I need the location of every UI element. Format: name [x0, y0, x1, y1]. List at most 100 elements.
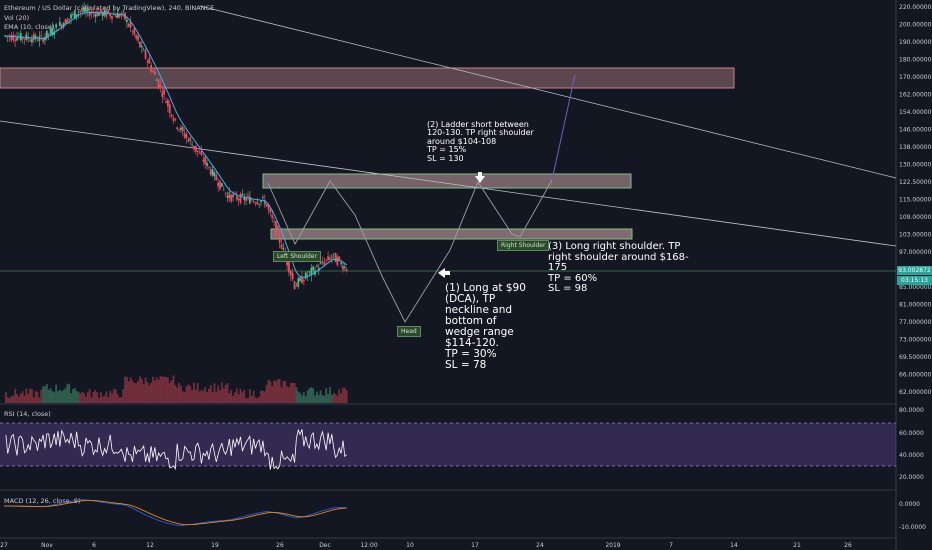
price-tick-label: 190.000000: [899, 39, 932, 46]
trendline-upper[interactable]: [199, 5, 897, 179]
candle-body: [265, 203, 268, 207]
rsi-tick-40: 40.0000: [899, 452, 924, 459]
volume-bar: [265, 384, 268, 403]
volume-bar: [40, 389, 43, 403]
candle-body: [301, 276, 303, 284]
volume-bar: [230, 389, 233, 403]
candle-body: [222, 189, 225, 191]
candle-body: [159, 84, 162, 87]
candle-body: [252, 201, 255, 203]
volume-bar: [105, 391, 108, 403]
note-ladder-short[interactable]: (2) Ladder short between 120-130. TP rig…: [427, 120, 534, 163]
candle-body: [14, 39, 17, 42]
candle-body: [282, 248, 285, 250]
volume-bar: [161, 376, 164, 403]
volume-bar: [36, 391, 39, 403]
candle-body: [176, 127, 179, 130]
volume-bar: [75, 390, 78, 403]
neckline-zone[interactable]: [270, 228, 633, 240]
volume-bar: [196, 383, 199, 403]
volume-bar: [27, 393, 30, 403]
candle-body: [21, 36, 24, 40]
volume-bar: [146, 381, 149, 403]
candles-group: [4, 2, 348, 291]
candle-body: [155, 80, 158, 82]
time-tick-label: 10: [406, 542, 414, 549]
candle-body: [172, 118, 175, 122]
time-tick-label: 26: [276, 542, 284, 549]
volume-bar: [45, 384, 48, 403]
volume-bar: [254, 397, 257, 403]
volume-bar: [31, 389, 33, 403]
volume-bar: [323, 395, 326, 403]
price-tick-label: 62.000000: [899, 389, 932, 396]
volume-bar: [286, 386, 288, 403]
time-tick-label: 2019: [605, 542, 620, 549]
price-tick-label: 81.000000: [899, 302, 932, 309]
volume-bar: [289, 382, 292, 403]
note-long-dca[interactable]: (1) Long at $90 (DCA), TP neckline and b…: [445, 282, 526, 372]
volume-bar: [226, 383, 229, 403]
candle-body: [131, 30, 134, 32]
candle-body: [312, 266, 315, 271]
candle-body: [47, 33, 50, 35]
volume-bar: [58, 389, 61, 403]
volume-group: [4, 375, 348, 403]
price-tick-label: 122.500000: [899, 179, 932, 186]
trendline-lower[interactable]: [0, 120, 897, 247]
candle-body: [345, 269, 348, 272]
current-price-tag: 93.002872: [897, 266, 932, 275]
volume-bar: [209, 385, 212, 403]
left-arrow-icon: [438, 268, 445, 278]
candle-body: [49, 28, 52, 34]
volume-bar: [170, 380, 173, 403]
volume-bar: [34, 391, 37, 403]
down-arrow-icon: [475, 176, 485, 183]
supply-zone-top[interactable]: [0, 67, 735, 89]
volume-bar: [62, 389, 65, 403]
short-zone[interactable]: [262, 173, 632, 189]
candle-body: [72, 13, 74, 15]
candle-body: [245, 198, 248, 201]
candle-body: [32, 34, 35, 41]
volume-bar: [224, 384, 227, 403]
candle-body: [278, 232, 281, 243]
head-label: Head: [397, 326, 421, 337]
volume-bar: [73, 387, 76, 403]
volume-bar: [321, 395, 324, 403]
candle-body: [29, 40, 31, 42]
candle-body: [103, 9, 106, 16]
candle-body: [243, 196, 246, 200]
volume-bar: [241, 392, 244, 403]
candle-body: [16, 37, 18, 41]
volume-bar: [176, 387, 179, 403]
candle-body: [85, 10, 87, 12]
price-tick-label: 220.000000: [899, 4, 932, 11]
volume-bar: [271, 385, 274, 403]
note-long-right-shoulder[interactable]: (3) Long right shoulder. TP right should…: [548, 241, 689, 294]
volume-bar: [101, 396, 104, 403]
candle-body: [55, 24, 58, 28]
candle-body: [234, 192, 236, 194]
volume-bar: [299, 392, 302, 403]
candle-body: [323, 262, 326, 265]
candle-body: [181, 126, 184, 132]
volume-bar: [239, 388, 242, 403]
volume-bar: [114, 389, 117, 403]
candle-body: [62, 23, 65, 28]
volume-bar: [325, 388, 328, 403]
candle-body: [228, 192, 231, 199]
candle-body: [83, 7, 85, 12]
volume-bar: [306, 390, 309, 403]
volume-bar: [14, 388, 17, 403]
volume-bar: [96, 392, 99, 403]
volume-bar: [168, 382, 171, 403]
volume-bar: [94, 389, 97, 403]
ema-legend: EMA (10, close): [4, 23, 55, 31]
candle-body: [273, 221, 275, 223]
volume-bar: [98, 397, 100, 403]
volume-bar: [103, 395, 106, 403]
volume-bar: [144, 377, 147, 403]
volume-bar: [142, 383, 145, 403]
